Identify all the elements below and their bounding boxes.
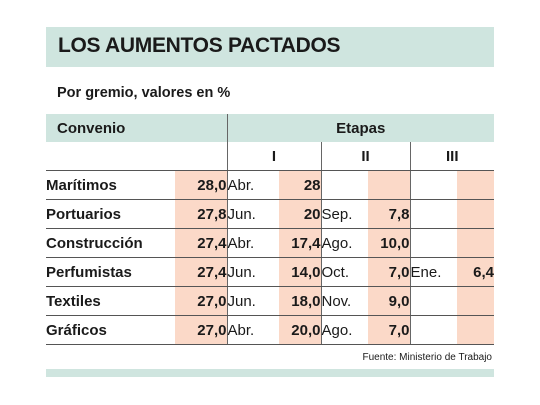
stage3-value xyxy=(457,199,495,229)
row-total: 28,0 xyxy=(175,170,228,200)
stage2-month xyxy=(321,170,368,200)
stage-header-blank xyxy=(46,142,228,171)
row-total: 27,0 xyxy=(175,315,228,345)
stage1-value: 20,0 xyxy=(279,315,322,345)
source-note: Fuente: Ministerio de Trabajo xyxy=(362,352,492,363)
stage3-month xyxy=(410,286,457,316)
header-convenio: Convenio xyxy=(46,114,228,142)
stage-header-3: III xyxy=(410,142,495,171)
stage2-value: 9,0 xyxy=(368,286,411,316)
row-name: Textiles xyxy=(46,286,175,316)
row-name: Gráficos xyxy=(46,315,175,345)
page-title: LOS AUMENTOS PACTADOS xyxy=(58,34,341,57)
row-name: Perfumistas xyxy=(46,257,175,287)
stage1-month: Jun. xyxy=(227,199,279,229)
stage3-value xyxy=(457,315,495,345)
stage1-month: Jun. xyxy=(227,286,279,316)
stage1-month: Abr. xyxy=(227,315,279,345)
header-row: Convenio Etapas xyxy=(46,114,495,142)
stage2-value xyxy=(368,170,411,200)
stage3-value xyxy=(457,286,495,316)
row-name: Construcción xyxy=(46,228,175,258)
stage1-value: 14,0 xyxy=(279,257,322,287)
stage1-month: Jun. xyxy=(227,257,279,287)
stage2-month: Nov. xyxy=(321,286,368,316)
row-name: Portuarios xyxy=(46,199,175,229)
stage3-value xyxy=(457,228,495,258)
stage-header-1: I xyxy=(227,142,322,171)
row-total: 27,8 xyxy=(175,199,228,229)
stage3-value xyxy=(457,170,495,200)
stage3-month xyxy=(410,199,457,229)
stage2-value: 10,0 xyxy=(368,228,411,258)
table-row: Perfumistas 27,4 Jun. 14,0 Oct. 7,0 Ene. 6,4 xyxy=(46,257,495,287)
stage2-value: 7,0 xyxy=(368,315,411,345)
data-table: Convenio Etapas I II III Marítimos 28,0 Ab… xyxy=(46,114,495,345)
row-total: 27,0 xyxy=(175,286,228,316)
header-etapas: Etapas xyxy=(227,114,495,142)
stage1-value: 18,0 xyxy=(279,286,322,316)
stage1-month: Abr. xyxy=(227,170,279,200)
stage1-value: 28 xyxy=(279,170,322,200)
stage2-month: Ago. xyxy=(321,315,368,345)
stage2-month: Sep. xyxy=(321,199,368,229)
row-total: 27,4 xyxy=(175,228,228,258)
subtitle: Por gremio, valores en % xyxy=(57,85,231,101)
row-total: 27,4 xyxy=(175,257,228,287)
stage1-value: 20 xyxy=(279,199,322,229)
stage3-month xyxy=(410,228,457,258)
table-row: Marítimos 28,0 Abr. 28 xyxy=(46,170,495,200)
title-bar: LOS AUMENTOS PACTADOS xyxy=(46,27,494,67)
stage3-month xyxy=(410,170,457,200)
stage3-month: Ene. xyxy=(410,257,457,287)
table-row: Gráficos 27,0 Abr. 20,0 Ago. 7,0 xyxy=(46,315,495,345)
stage2-value: 7,0 xyxy=(368,257,411,287)
stage2-month: Ago. xyxy=(321,228,368,258)
stage-header-row: I II III xyxy=(46,142,495,171)
stage-header-2: II xyxy=(321,142,411,171)
stage1-value: 17,4 xyxy=(279,228,322,258)
table-row: Textiles 27,0 Jun. 18,0 Nov. 9,0 xyxy=(46,286,495,316)
stage3-value: 6,4 xyxy=(457,257,495,287)
table-row: Construcción 27,4 Abr. 17,4 Ago. 10,0 xyxy=(46,228,495,258)
stage2-value: 7,8 xyxy=(368,199,411,229)
stage2-month: Oct. xyxy=(321,257,368,287)
stage1-month: Abr. xyxy=(227,228,279,258)
stage3-month xyxy=(410,315,457,345)
table-row: Portuarios 27,8 Jun. 20 Sep. 7,8 xyxy=(46,199,495,229)
bottom-bar xyxy=(46,369,494,377)
row-name: Marítimos xyxy=(46,170,175,200)
